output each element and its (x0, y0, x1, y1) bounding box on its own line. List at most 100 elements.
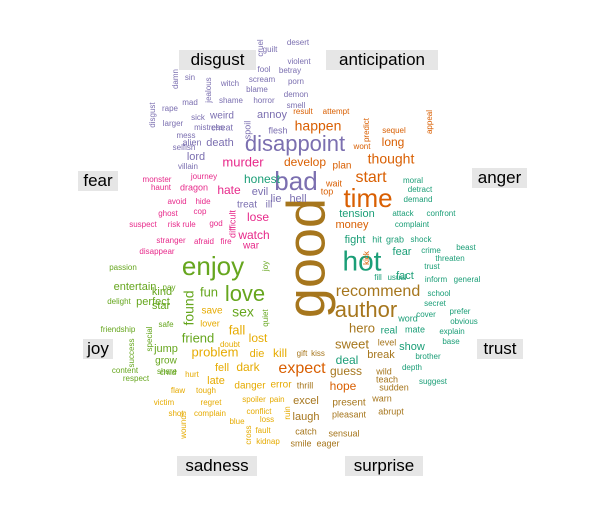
label-anticipation: anticipation (326, 50, 438, 70)
word-betray: betray (279, 66, 301, 75)
word-suspect: suspect (129, 220, 157, 229)
word-author: author (335, 297, 397, 322)
word-watch: watch (237, 228, 269, 242)
word-usual: usual (387, 273, 406, 282)
word-lie: lie (270, 193, 281, 205)
word-victim: victim (154, 398, 175, 407)
word-jump: jump (153, 343, 178, 355)
word-level: level (378, 337, 397, 347)
word-suggest: suggest (419, 377, 448, 386)
word-fight: fight (345, 234, 366, 246)
word-tension: tension (339, 208, 374, 220)
word-blue: blue (229, 417, 245, 426)
word-error: error (270, 380, 292, 391)
word-fault: fault (255, 426, 271, 435)
word-brother: brother (415, 352, 441, 361)
word-demon: demon (284, 90, 308, 99)
word-hope: hope (330, 379, 357, 393)
word-trust: trust (424, 262, 440, 271)
word-crime: crime (421, 246, 441, 255)
word-fell: fell (215, 362, 229, 374)
word-shot: shot (168, 409, 184, 418)
word-attempt: attempt (323, 107, 350, 116)
word-joy: joy (261, 261, 270, 272)
word-passion: passion (109, 263, 137, 272)
word-lose: lose (247, 210, 269, 224)
word-thrill: thrill (297, 380, 314, 390)
word-top: top (321, 186, 334, 196)
word-complain: complain (194, 409, 226, 418)
label-trust: trust (477, 339, 523, 359)
word-time: time (343, 183, 392, 213)
word-kiss: kiss (311, 349, 325, 358)
word-pleasant: pleasant (332, 409, 367, 419)
word-sex: sex (232, 304, 254, 320)
word-difficult: difficult (227, 210, 237, 238)
word-doubt: doubt (220, 340, 241, 349)
word-blame: blame (246, 85, 268, 94)
word-pain: pain (269, 395, 284, 404)
word-kind: kind (152, 286, 172, 298)
word-wild: wild (375, 366, 392, 376)
word-secret: secret (424, 299, 447, 308)
word-content: content (112, 366, 139, 375)
word-depth: depth (402, 363, 422, 372)
word-hell: hell (289, 193, 306, 205)
word-found: found (181, 290, 197, 325)
word-hide: hide (195, 197, 211, 206)
label-fear: fear (78, 171, 118, 191)
word-school: school (427, 289, 450, 298)
word-loss: loss (260, 415, 274, 424)
word-smile: smile (290, 438, 311, 448)
word-avoid: avoid (167, 197, 186, 206)
word-porn: porn (288, 77, 304, 86)
word-develop: develop (284, 155, 326, 169)
word-beast: beast (456, 243, 476, 252)
word-threaten: threaten (435, 254, 464, 263)
word-general: general (454, 275, 481, 284)
word-fill: fill (374, 273, 382, 282)
word-sequel: sequel (382, 126, 406, 135)
word-tough: tough (196, 386, 216, 395)
word-risk: risk (168, 220, 181, 229)
word-prefer: prefer (450, 307, 471, 316)
word-guess: guess (330, 364, 362, 378)
word-grow: grow (155, 356, 177, 367)
word-happen: happen (295, 118, 342, 134)
word-spoil: spoil (242, 121, 252, 140)
word-fool: fool (258, 65, 271, 74)
word-mistress: mistress (194, 123, 224, 132)
word-larger: larger (163, 119, 184, 128)
word-entertain: entertain (114, 281, 157, 293)
word-horror: horror (253, 96, 275, 105)
word-fall: fall (229, 322, 246, 337)
word-moral: moral (403, 176, 423, 185)
word-regret: regret (201, 398, 223, 407)
word-desert: desert (287, 38, 310, 47)
word-lost: lost (249, 331, 268, 345)
word-danger: danger (234, 381, 266, 392)
word-conflict: conflict (247, 407, 273, 416)
word-start: start (355, 169, 387, 186)
word-gift: gift (297, 349, 308, 358)
word-fun: fun (200, 284, 218, 299)
word-rule: rule (182, 220, 196, 229)
word-long: long (382, 135, 405, 149)
word-flaw: flaw (171, 386, 185, 395)
word-excel: excel (293, 395, 319, 407)
label-surprise: surprise (345, 456, 423, 476)
word-explain: explain (439, 327, 464, 336)
word-lover: lover (200, 318, 220, 328)
word-safe: safe (158, 320, 174, 329)
word-success: success (127, 339, 136, 368)
word-fire: fire (220, 237, 232, 246)
word-villain: villain (178, 162, 198, 171)
word-mad: mad (182, 98, 198, 107)
word-attack: attack (392, 209, 414, 218)
word-fear: fear (393, 246, 412, 258)
word-weird: weird (209, 111, 234, 122)
word-rape: rape (162, 104, 179, 113)
word-hate: hate (217, 183, 241, 197)
word-disgust: disgust (148, 102, 157, 128)
